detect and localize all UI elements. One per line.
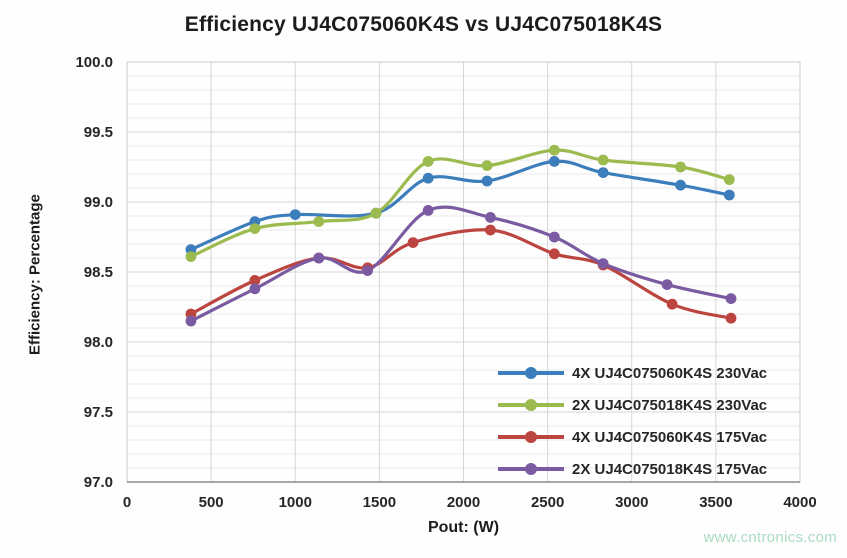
legend-item-3: 2X UJ4C075018K4S 175Vac bbox=[498, 453, 767, 485]
y-tick-label: 98.5 bbox=[84, 264, 113, 281]
data-point-marker-1 bbox=[548, 144, 560, 156]
data-point-marker-0 bbox=[481, 175, 493, 187]
data-point-marker-3 bbox=[725, 293, 737, 304]
x-tick-label: 0 bbox=[123, 494, 131, 511]
y-tick-label: 99.0 bbox=[84, 194, 113, 211]
legend-marker-icon bbox=[525, 431, 537, 443]
data-point-marker-0 bbox=[548, 156, 560, 167]
legend-marker-icon bbox=[525, 463, 537, 475]
data-point-marker-0 bbox=[422, 172, 434, 184]
legend-line-sample bbox=[498, 431, 564, 443]
x-tick-label: 4000 bbox=[783, 494, 816, 511]
x-tick-label: 500 bbox=[199, 494, 224, 511]
legend-item-0: 4X UJ4C075060K4S 230Vac bbox=[498, 357, 767, 389]
chart-title: Efficiency UJ4C075060K4S vs UJ4C075018K4… bbox=[184, 13, 663, 36]
data-point-marker-2 bbox=[666, 298, 678, 310]
data-point-marker-1 bbox=[313, 216, 325, 228]
legend-label: 2X UJ4C075018K4S 230Vac bbox=[572, 396, 768, 414]
y-tick-label: 97.5 bbox=[84, 404, 113, 421]
data-point-marker-0 bbox=[597, 167, 609, 179]
data-point-marker-3 bbox=[249, 283, 261, 295]
y-tick-label: 99.5 bbox=[84, 124, 113, 141]
data-point-marker-3 bbox=[548, 231, 560, 243]
x-tick-label: 1500 bbox=[363, 494, 396, 511]
data-point-marker-3 bbox=[313, 252, 325, 264]
series-line-0 bbox=[189, 159, 731, 252]
legend-line-sample bbox=[498, 463, 564, 475]
data-point-marker-0 bbox=[675, 179, 686, 191]
legend-label: 4X UJ4C075060K4S 230Vac bbox=[572, 364, 768, 382]
legend-line-sample bbox=[498, 367, 564, 379]
data-point-marker-3 bbox=[185, 315, 197, 327]
data-point-marker-3 bbox=[362, 265, 373, 276]
x-tick-label: 2500 bbox=[531, 494, 564, 511]
data-point-marker-3 bbox=[661, 279, 673, 290]
legend-marker-icon bbox=[525, 399, 537, 411]
watermark: www.cntronics.com bbox=[703, 529, 837, 546]
legend-marker-icon bbox=[525, 367, 537, 379]
data-point-marker-3 bbox=[597, 258, 609, 269]
data-point-marker-3 bbox=[485, 212, 496, 223]
y-tick-label: 98.0 bbox=[84, 334, 113, 351]
data-point-marker-0 bbox=[723, 189, 735, 201]
data-point-marker-1 bbox=[723, 174, 735, 186]
data-point-marker-2 bbox=[249, 275, 261, 286]
x-tick-label: 3000 bbox=[615, 494, 648, 511]
data-point-marker-1 bbox=[185, 251, 197, 262]
y-axis-title: Efficiency: Percentage bbox=[26, 194, 44, 356]
data-point-marker-2 bbox=[725, 312, 737, 324]
x-tick-label: 3500 bbox=[699, 494, 732, 511]
x-tick-label: 2000 bbox=[447, 494, 480, 511]
data-point-marker-0 bbox=[289, 209, 301, 221]
y-tick-label: 100.0 bbox=[75, 54, 113, 71]
data-point-marker-1 bbox=[422, 156, 434, 167]
legend-label: 2X UJ4C075018K4S 175Vac bbox=[572, 460, 768, 478]
data-point-marker-2 bbox=[485, 224, 496, 236]
x-axis-title: Pout: (W) bbox=[427, 519, 500, 536]
data-point-marker-2 bbox=[548, 248, 560, 260]
data-point-marker-1 bbox=[370, 207, 382, 219]
data-point-marker-1 bbox=[481, 160, 493, 172]
y-tick-label: 97.0 bbox=[84, 474, 113, 491]
x-tick-label: 1000 bbox=[279, 494, 312, 511]
data-point-marker-3 bbox=[422, 205, 434, 216]
series-line-3 bbox=[189, 205, 733, 323]
legend-item-1: 2X UJ4C075018K4S 230Vac bbox=[498, 389, 767, 421]
data-point-marker-1 bbox=[675, 161, 686, 173]
legend-item-2: 4X UJ4C075060K4S 175Vac bbox=[498, 421, 767, 453]
data-point-marker-1 bbox=[597, 154, 609, 166]
series-line-2 bbox=[189, 228, 733, 320]
data-point-marker-2 bbox=[407, 237, 419, 249]
legend-line-sample bbox=[498, 399, 564, 411]
legend-label: 4X UJ4C075060K4S 175Vac bbox=[572, 428, 768, 446]
data-point-marker-1 bbox=[249, 223, 261, 235]
legend: 4X UJ4C075060K4S 230Vac 2X UJ4C075018K4S … bbox=[498, 357, 767, 485]
series-line-1 bbox=[189, 148, 731, 259]
